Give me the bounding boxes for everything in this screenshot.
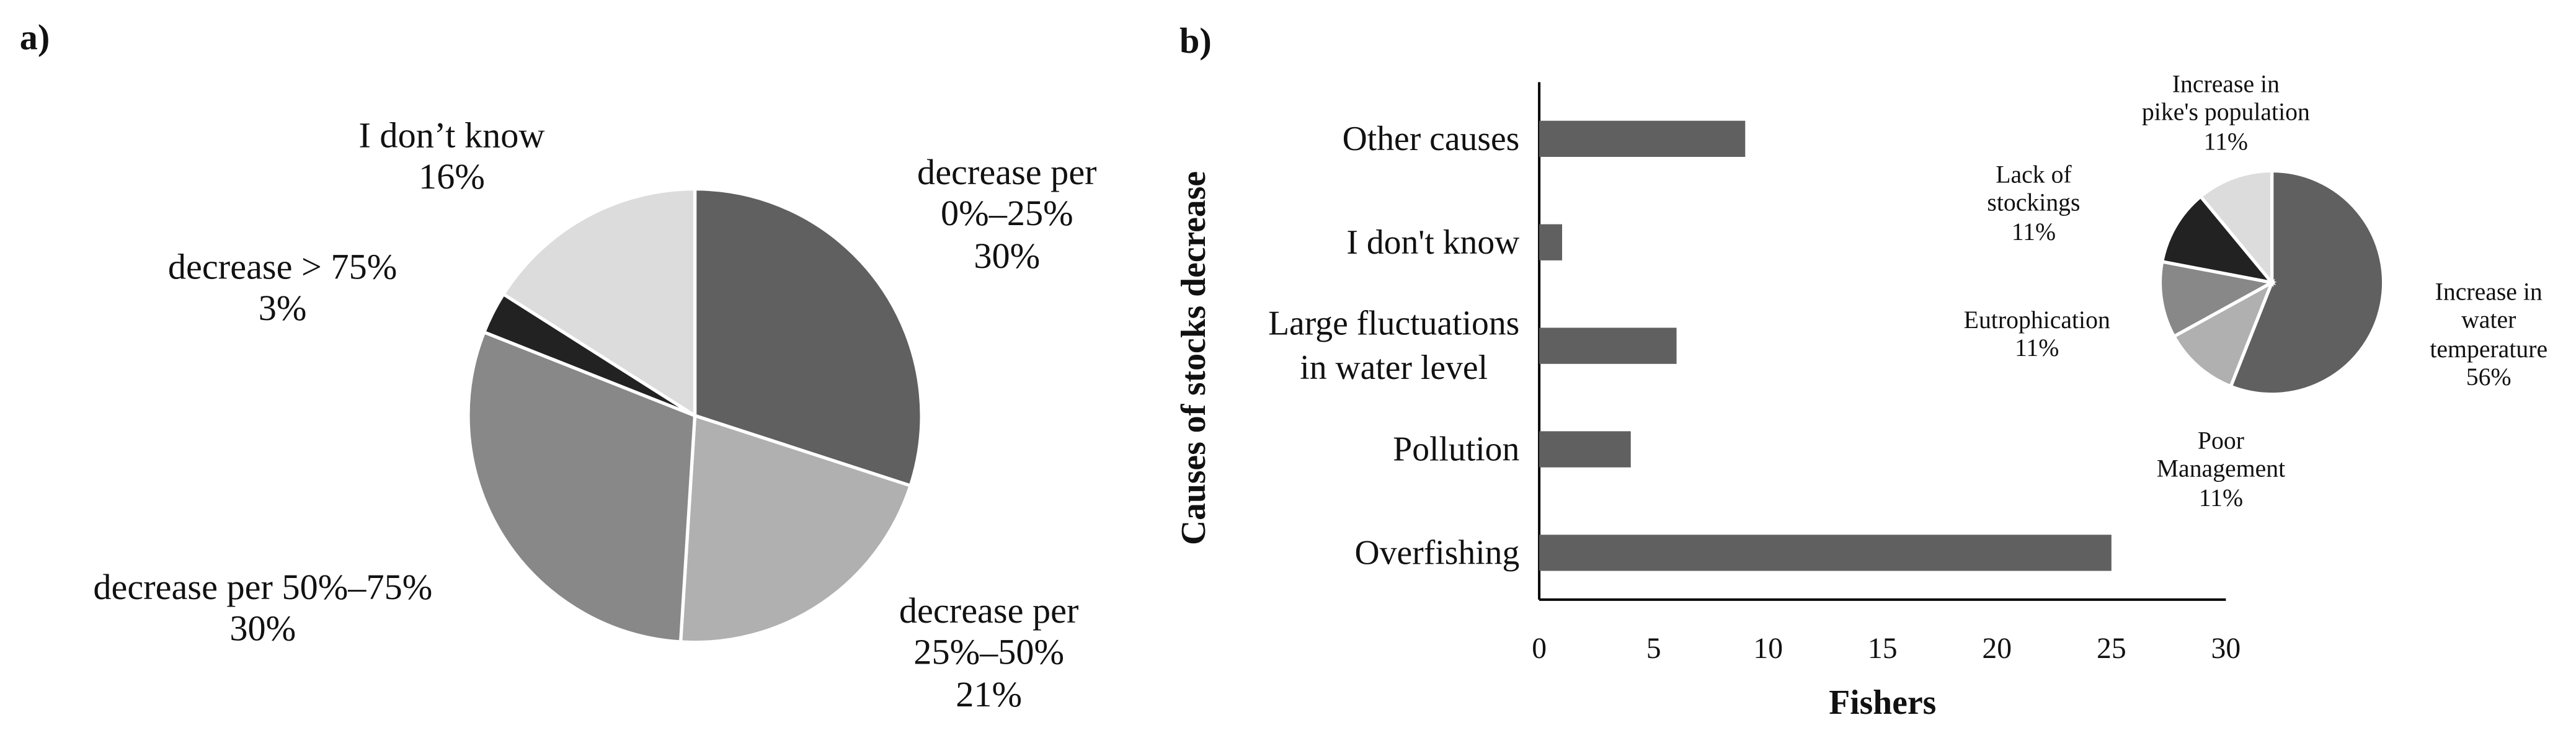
slice-category: decrease per 0%–25% xyxy=(917,151,1097,234)
pie-slice xyxy=(2160,194,2276,285)
pie-slice xyxy=(2172,278,2275,389)
slice-label: Eutrophication 11% xyxy=(1964,308,2110,365)
slice-value-label: 11% xyxy=(2198,486,2244,512)
x-tick-label: 5 xyxy=(1646,631,1661,665)
slice-label: I don’t know 16% xyxy=(358,115,544,198)
x-tick-label: 0 xyxy=(1532,631,1547,665)
bar xyxy=(1539,120,1746,157)
slice-value-label: 30% xyxy=(229,608,296,649)
slice-label: decrease per 25%–50% 21% xyxy=(899,590,1079,714)
slice-category: Increase in water temperature xyxy=(2430,280,2548,363)
pie-slice xyxy=(466,330,697,644)
slice-label: Poor Management 11% xyxy=(2157,429,2285,514)
x-tick-label: 10 xyxy=(1753,631,1783,665)
pie-slice xyxy=(501,187,697,419)
slice-category: decrease per 25%–50% xyxy=(899,590,1079,673)
pie-slice xyxy=(693,187,923,488)
bar xyxy=(1539,535,2112,571)
bar xyxy=(1539,327,1677,364)
slice-category: Eutrophication xyxy=(1963,308,2110,335)
x-tick-label: 30 xyxy=(2211,631,2241,665)
panel-label: b) xyxy=(1179,19,1212,61)
x-tick-label: 25 xyxy=(2096,631,2126,665)
bar xyxy=(1539,224,1563,260)
slice-label: decrease > 75% 3% xyxy=(168,246,397,329)
slice-category: Lack of stockings xyxy=(1987,162,2081,218)
slice-category: Poor Management xyxy=(2156,429,2286,484)
slice-category: Increase in pike's population xyxy=(2141,72,2310,127)
x-axis-label: Fishers xyxy=(1829,682,1937,722)
slice-category: decrease per 50%–75% xyxy=(93,566,433,608)
slice-value-label: 21% xyxy=(956,673,1023,714)
panel-label: a) xyxy=(19,16,50,58)
slice-category: decrease > 75% xyxy=(167,246,398,287)
slice-value-label: 16% xyxy=(419,156,485,197)
pie-slice xyxy=(2228,169,2386,396)
slice-value-label: 11% xyxy=(2015,337,2059,363)
y-tick-label: I don't know xyxy=(1346,221,1520,261)
x-tick-label: 20 xyxy=(1982,631,2012,665)
slice-value-label: 56% xyxy=(2466,365,2512,392)
slice-label: Increase in water temperature 56% xyxy=(2430,280,2547,394)
slice-value-label: 11% xyxy=(2011,219,2056,246)
slice-label: Increase in pike's population 11% xyxy=(2142,73,2310,158)
x-tick-label: 15 xyxy=(1867,631,1898,665)
y-tick-label: Overfishing xyxy=(1354,531,1520,572)
slice-label: decrease per 0%–25% 30% xyxy=(917,151,1097,276)
pie-slice xyxy=(2158,259,2277,339)
slice-value-label: 30% xyxy=(974,234,1041,276)
y-tick-label: Pollution xyxy=(1393,428,1520,468)
slice-label: decrease per 50%–75% 30% xyxy=(93,566,432,649)
slice-value-label: 11% xyxy=(2203,129,2249,156)
pie-slice xyxy=(678,413,913,644)
y-tick-label: Large fluctuations in water level xyxy=(1268,302,1520,387)
y-axis-label: Causes of stocks decrease xyxy=(1173,170,1214,545)
pie-slice xyxy=(2198,169,2274,287)
slice-category: I don’t know xyxy=(358,114,545,156)
y-tick-label: Other causes xyxy=(1342,118,1520,158)
bar xyxy=(1539,431,1631,468)
slice-label: Lack of stockings 11% xyxy=(1987,163,2080,248)
slice-value-label: 3% xyxy=(258,287,307,329)
